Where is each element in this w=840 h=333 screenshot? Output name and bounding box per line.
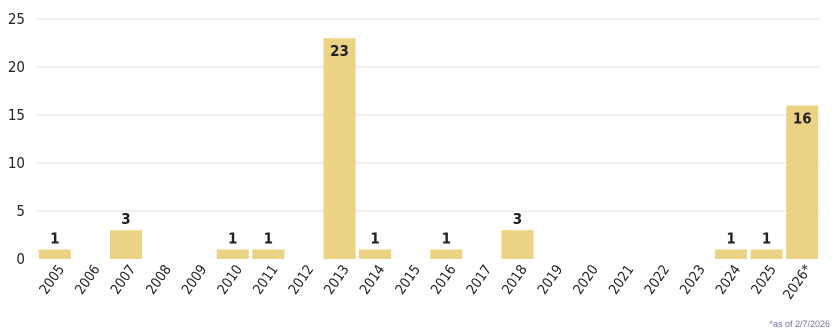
x-tick-label: 2021 [606,262,637,297]
x-tick-label: 2013 [321,262,352,297]
data-label: 3 [121,210,130,228]
data-label: 1 [228,229,237,247]
x-tick-label: 2026* [780,262,815,303]
data-label: 1 [442,229,451,247]
x-tick-label: 2023 [677,262,708,297]
bar-2011 [252,249,285,259]
x-tick-label: 2007 [108,262,139,297]
x-tick-label: 2025 [748,262,779,297]
x-tick-label: 2019 [535,262,566,297]
bar-2005 [38,249,71,259]
x-tick-label: 2012 [286,262,317,297]
bar-2007 [109,230,142,259]
data-label: 16 [793,109,812,127]
y-tick-label: 10 [8,154,25,172]
x-tick-label: 2010 [215,262,246,297]
data-label: 1 [370,229,379,247]
bar-2013 [323,38,356,260]
bar-2026 [786,105,819,260]
bar-2025 [750,249,783,259]
bar-2018 [501,230,534,259]
y-tick-label: 20 [8,58,25,76]
x-tick-label: 2022 [642,262,673,297]
y-tick-label: 15 [8,106,25,124]
x-tick-label: 2015 [392,262,423,297]
y-tick-label: 5 [16,202,25,220]
bar-2024 [715,249,748,259]
data-label: 23 [330,42,349,60]
x-tick-label: 2020 [570,262,601,297]
x-tick-label: 2016 [428,262,459,297]
data-label: 1 [264,229,273,247]
bar-2016 [430,249,463,259]
bar-2010 [216,249,249,259]
x-tick-label: 2006 [72,262,103,297]
x-tick-label: 2009 [179,262,210,297]
data-label: 3 [513,210,522,228]
x-tick-label: 2018 [499,262,530,297]
footnote: *as of 2/7/2026 [769,319,830,329]
x-tick-label: 2024 [713,262,744,297]
x-tick-label: 2014 [357,262,388,297]
bar-2014 [359,249,392,259]
y-tick-label: 0 [16,250,25,268]
data-label: 1 [762,229,771,247]
x-tick-label: 2008 [143,262,174,297]
y-tick-label: 25 [8,10,25,28]
x-tick-label: 2005 [37,262,68,297]
data-label: 1 [726,229,735,247]
x-tick-label: 2011 [250,262,281,297]
data-label: 1 [50,229,59,247]
x-tick-label: 2017 [464,262,495,297]
